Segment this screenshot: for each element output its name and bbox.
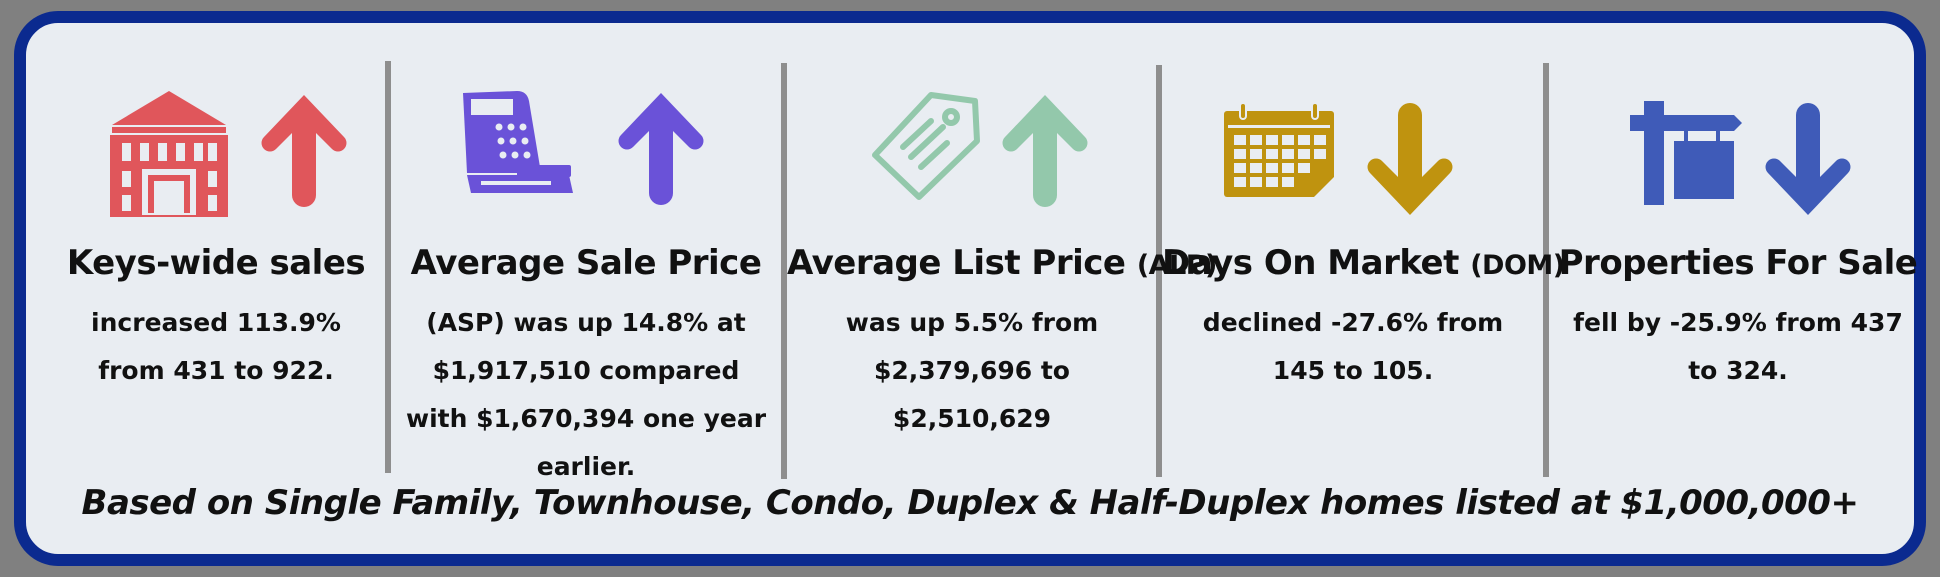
- arrow-down-icon: [1765, 103, 1851, 215]
- panel-alp-title: Average List Price (ALP): [787, 243, 1217, 283]
- panel-sales-icons: [46, 89, 386, 219]
- building-icon: [110, 91, 228, 217]
- divider-2: [781, 63, 787, 479]
- divider-3: [1156, 65, 1162, 477]
- panel-asp-title-text: Average Sale Price: [410, 243, 762, 283]
- arrow-up-icon: [618, 93, 704, 205]
- footer-note: Based on Single Family, Townhouse, Condo…: [81, 483, 1859, 523]
- panel-sales-title-text: Keys-wide sales: [66, 243, 366, 283]
- panel-properties-icons: [1550, 89, 1926, 219]
- panel-sales-body: increased 113.9% from 431 to 922.: [91, 308, 341, 385]
- panel-properties-title: Properties For Sale: [1550, 243, 1926, 283]
- price-tag-icon: [872, 92, 980, 200]
- for-sale-sign-icon: [1630, 101, 1742, 205]
- panel-properties-title-text: Properties For Sale: [1558, 243, 1918, 283]
- panel-asp-body: (ASP) was up 14.8% at $1,917,510 compare…: [405, 308, 767, 481]
- panel-dom-body: declined -27.6% from 145 to 105.: [1202, 308, 1504, 385]
- cash-register-icon: [463, 91, 573, 193]
- panel-dom-title-abbr: (DOM): [1470, 250, 1565, 281]
- divider-1: [385, 61, 391, 473]
- arrow-up-icon: [1002, 95, 1088, 207]
- divider-4: [1543, 63, 1549, 477]
- panel-asp-title: Average Sale Price: [391, 243, 781, 283]
- panel-alp-title-abbr: (ALP): [1136, 250, 1218, 281]
- panel-properties-body: fell by -25.9% from 437 to 324.: [1573, 308, 1903, 385]
- panel-dom-title-text: Days On Market: [1162, 243, 1459, 283]
- panel-dom-icons: [1162, 89, 1544, 219]
- panel-alp-title-text: Average List Price: [787, 243, 1126, 283]
- arrow-down-icon: [1367, 103, 1453, 215]
- calendar-icon: [1224, 103, 1334, 197]
- panel-alp-body: was up 5.5% from $2,379,696 to $2,510,62…: [845, 308, 1099, 433]
- panel-asp-icons: [391, 89, 781, 219]
- panel-sales-title: Keys-wide sales: [46, 243, 386, 283]
- infographic-frame: Keys-wide sales increased 113.9% from 43…: [14, 11, 1926, 566]
- arrow-up-icon: [261, 95, 347, 207]
- panel-alp-icons: [787, 89, 1157, 219]
- panel-dom-title: Days On Market (DOM): [1162, 243, 1565, 283]
